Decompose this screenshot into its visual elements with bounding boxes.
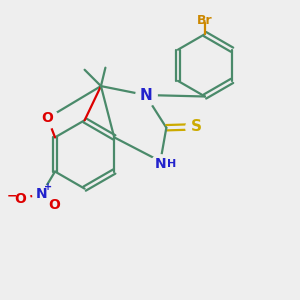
Text: +: + — [44, 182, 52, 192]
Text: H: H — [167, 159, 176, 169]
Text: Br: Br — [197, 14, 213, 27]
Text: O: O — [14, 192, 26, 206]
Text: S: S — [190, 119, 202, 134]
Text: O: O — [42, 111, 53, 125]
Text: O: O — [48, 198, 60, 212]
Text: N: N — [36, 187, 47, 201]
Text: −: − — [7, 190, 17, 203]
Text: N: N — [139, 88, 152, 103]
Text: N: N — [154, 157, 166, 171]
